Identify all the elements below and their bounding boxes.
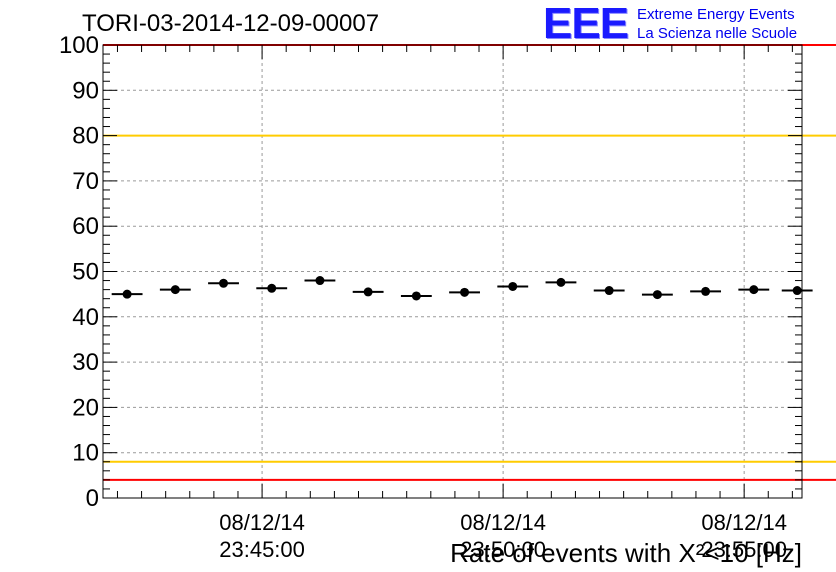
x-tick-label-date: 08/12/14 — [460, 510, 546, 535]
data-point — [460, 287, 470, 297]
data-point — [749, 285, 759, 295]
data-point — [267, 283, 277, 293]
data-point — [652, 290, 662, 300]
x-tick-label-time: 23:45:00 — [219, 537, 305, 562]
data-point — [508, 281, 518, 291]
y-tick-label: 20 — [72, 394, 99, 421]
y-tick-label: 30 — [72, 349, 99, 376]
y-tick-label: 60 — [72, 213, 99, 240]
y-tick-label: 40 — [72, 304, 99, 331]
y-tick-label: 10 — [72, 440, 99, 467]
y-tick-label: 100 — [59, 32, 99, 59]
y-tick-label: 0 — [86, 485, 99, 512]
x-axis-label: Rate of events with X²<10 [Hz] — [450, 538, 802, 568]
eee-logo-mark: EEE — [543, 0, 629, 48]
x-tick-label-date: 08/12/14 — [701, 510, 787, 535]
logo-line-1: Extreme Energy Events — [637, 6, 795, 23]
data-point — [170, 285, 180, 295]
data-point — [792, 286, 802, 296]
data-point — [411, 291, 421, 301]
x-tick-label-date: 08/12/14 — [219, 510, 305, 535]
plot-title: TORI-03-2014-12-09-00007 — [82, 10, 380, 37]
x-tick-label-time: 23:50:00 — [460, 537, 546, 562]
y-tick-label: 90 — [72, 77, 99, 104]
data-point — [701, 286, 711, 296]
data-point — [315, 276, 325, 286]
grid-layer — [103, 45, 802, 498]
y-tick-label: 50 — [72, 259, 99, 286]
eee-logo-text: Extreme Energy Events La Scienza nelle S… — [637, 5, 797, 43]
axis-layer: 010203040506070809010008/12/1423:45:0008… — [59, 32, 803, 562]
data-layer — [111, 276, 813, 301]
logo-line-2: La Scienza nelle Scuole — [637, 25, 798, 42]
y-tick-label: 70 — [72, 168, 99, 195]
data-point — [604, 286, 614, 296]
data-point — [219, 278, 229, 288]
data-point — [363, 287, 373, 297]
reference-lines-layer — [103, 44, 836, 481]
data-point — [122, 289, 132, 299]
data-point — [556, 277, 566, 287]
y-tick-label: 80 — [72, 123, 99, 150]
x-tick-label-time: 23:55:00 — [701, 537, 787, 562]
